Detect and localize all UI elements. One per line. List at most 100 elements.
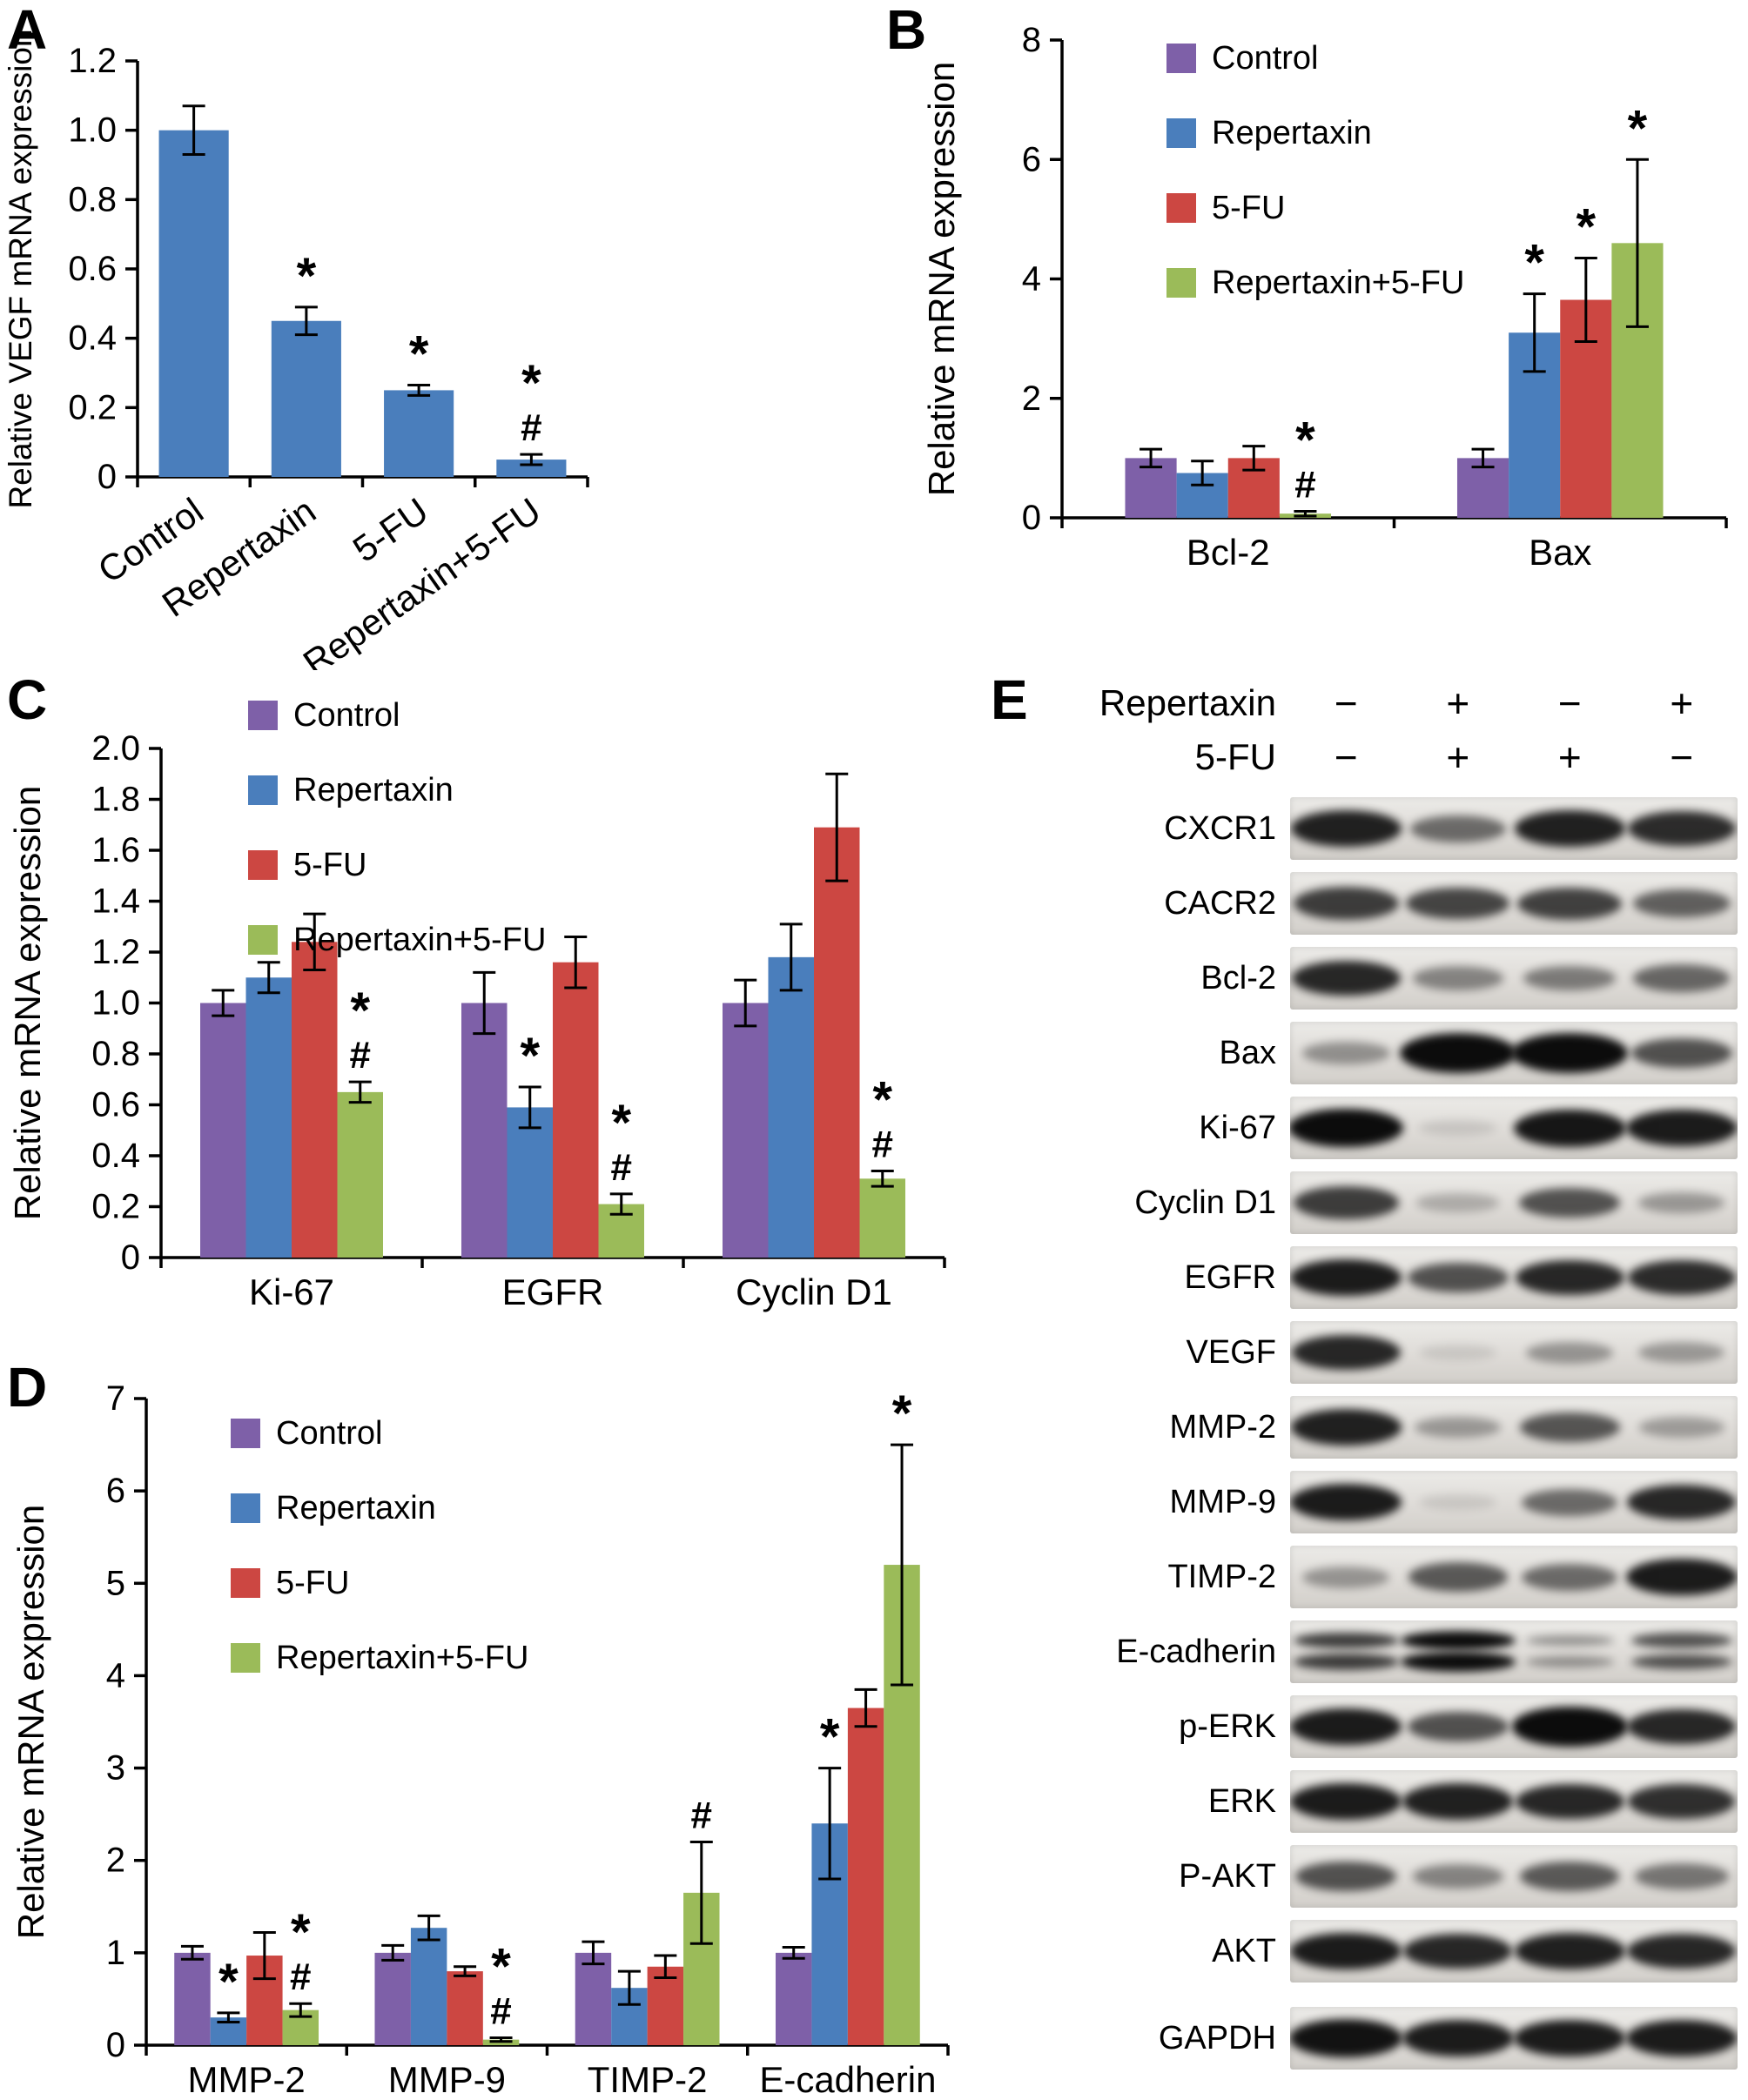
y-axis-title: Relative mRNA expression — [10, 1505, 51, 1940]
panel-c-chart: Relative mRNA expression 0 0.2 0.4 0.6 0.8 1.0… — [0, 670, 984, 1358]
blot-strip-e-cadherin — [1290, 1620, 1738, 1683]
blot-band — [1409, 815, 1506, 842]
significance-star: * — [1295, 412, 1315, 468]
panel-d-label: D — [7, 1356, 48, 1419]
treatment-sign: + — [1446, 735, 1470, 780]
bar-Control-TIMP-2 — [575, 1952, 612, 2045]
legend-label: Control — [293, 697, 400, 734]
treatment-sign: − — [1670, 735, 1694, 780]
blot-band — [1290, 1108, 1404, 1148]
blot-band — [1519, 1412, 1620, 1442]
y-tick-label: 0.4 — [91, 1137, 140, 1175]
y-axis-title: Relative VEGF mRNA expression — [3, 29, 38, 508]
protein-label-bax: Bax — [1219, 1035, 1276, 1071]
legend-swatch-Control — [1166, 44, 1196, 73]
significance-star: * — [350, 983, 370, 1039]
bar-Repertaxin — [271, 320, 341, 477]
legend-swatch-Repertaxin — [248, 775, 278, 805]
panel-c-label: C — [7, 668, 48, 731]
blot-band — [1517, 887, 1623, 920]
bar-5-FU-TIMP-2 — [647, 1966, 684, 2045]
x-category-label: Cyclin D1 — [736, 1271, 892, 1312]
panel-b: B Relative mRNA expression 0 2 4 6 8 * * * # * Bcl-… — [879, 0, 1748, 670]
significance-hash: # — [350, 1034, 371, 1077]
bar-Repertaxin-MMP-9 — [410, 1928, 447, 2045]
protein-label-egfr: EGFR — [1184, 1259, 1276, 1296]
blot-band — [1290, 1258, 1402, 1297]
blot-strip-cyclin d1 — [1290, 1171, 1738, 1234]
legend-label: Repertaxin — [1212, 115, 1372, 151]
bar-Control-Ki-67 — [200, 1003, 246, 1258]
significance-hash: # — [490, 1990, 511, 2033]
protein-label-akt: AKT — [1212, 1933, 1276, 1969]
y-tick-label: 0.4 — [68, 319, 117, 358]
y-tick-label: 1.2 — [91, 933, 140, 971]
legend-swatch-Repertaxin — [1166, 118, 1196, 148]
blot-band — [1634, 1863, 1729, 1889]
blot-band — [1522, 1563, 1618, 1591]
y-tick-label: 4 — [1022, 260, 1041, 299]
blot-band — [1290, 1932, 1402, 1970]
panel-a-label: A — [7, 0, 48, 61]
blot-band — [1412, 1864, 1503, 1889]
y-tick-label: 0 — [121, 1238, 140, 1277]
blot-band — [1514, 1933, 1625, 1969]
bar-Repertaxin-Ki-67 — [245, 977, 292, 1258]
legend-swatch-5-FU — [1166, 193, 1196, 223]
x-category-label: MMP-9 — [388, 2059, 506, 2100]
blot-band — [1625, 1558, 1738, 1596]
blot-band — [1403, 1933, 1513, 1969]
treatment-sign: − — [1334, 681, 1358, 726]
legend-label: 5-FU — [276, 1565, 349, 1601]
treatment-sign: + — [1557, 735, 1582, 780]
blot-strip-timp-2 — [1290, 1546, 1738, 1608]
bar-Control — [158, 130, 229, 477]
x-category-label: MMP-2 — [187, 2059, 305, 2100]
chart-A-svg: Relative VEGF mRNA expression 0 0.2 0.4 0.6 0… — [3, 29, 589, 683]
legend-swatch-Control — [248, 701, 278, 730]
y-tick-label: 0 — [1022, 499, 1041, 537]
blot-band — [1295, 1861, 1397, 1892]
blot-strip-mmp-2 — [1290, 1396, 1738, 1459]
blot-band — [1406, 887, 1510, 920]
significance-star: * — [409, 325, 429, 382]
significance-star: * — [872, 1072, 892, 1129]
y-tick-label: 0.6 — [91, 1086, 140, 1124]
blot-strip-vegf — [1290, 1321, 1738, 1384]
treatment-sign: + — [1670, 681, 1694, 726]
bar-Control-E-cadherin — [775, 1952, 812, 2045]
legend-label: Repertaxin+5-FU — [1212, 265, 1464, 301]
bar-Control-MMP-9 — [374, 1952, 411, 2045]
blot-strip-egfr — [1290, 1246, 1738, 1309]
blot-band — [1526, 1341, 1614, 1364]
protein-label-bcl-2: Bcl-2 — [1200, 960, 1276, 996]
blot-band — [1627, 1484, 1737, 1520]
treatment-label-5-fu: 5-FU — [1194, 736, 1276, 777]
bar-Control-Cyclin D1 — [723, 1003, 769, 1258]
protein-label-timp-2: TIMP-2 — [1167, 1559, 1276, 1595]
y-tick-label: 6 — [106, 1472, 125, 1510]
blot-band — [1416, 1193, 1500, 1212]
significance-star: * — [1628, 100, 1648, 157]
blot-band — [1523, 965, 1617, 991]
bar-5-FU — [384, 390, 454, 477]
blot-band — [1633, 964, 1731, 992]
blot-strip-bcl-2 — [1290, 947, 1738, 1010]
protein-label-cyclin d1: Cyclin D1 — [1134, 1184, 1276, 1221]
significance-star: * — [521, 355, 541, 412]
panel-d: D Relative mRNA expression 0 1 2 3 4 5 6 7 * * * # * #… — [0, 1358, 984, 2100]
blot-band — [1627, 811, 1736, 846]
blot-band — [1627, 1260, 1736, 1295]
protein-label-e-cadherin: E-cadherin — [1116, 1634, 1276, 1670]
protein-label-ki-67: Ki-67 — [1199, 1110, 1276, 1146]
y-tick-label: 7 — [106, 1379, 125, 1418]
y-tick-label: 2 — [1022, 379, 1041, 418]
legend-label: 5-FU — [293, 847, 366, 883]
legend-label: Repertaxin+5-FU — [276, 1640, 528, 1676]
blot-band — [1630, 1654, 1732, 1670]
bar-Control-MMP-2 — [174, 1952, 211, 2045]
bar-5-FU-EGFR — [553, 962, 599, 1258]
significance-star: * — [491, 1939, 511, 1996]
blot-band — [1291, 1334, 1401, 1371]
legend-label: Repertaxin+5-FU — [293, 922, 546, 958]
